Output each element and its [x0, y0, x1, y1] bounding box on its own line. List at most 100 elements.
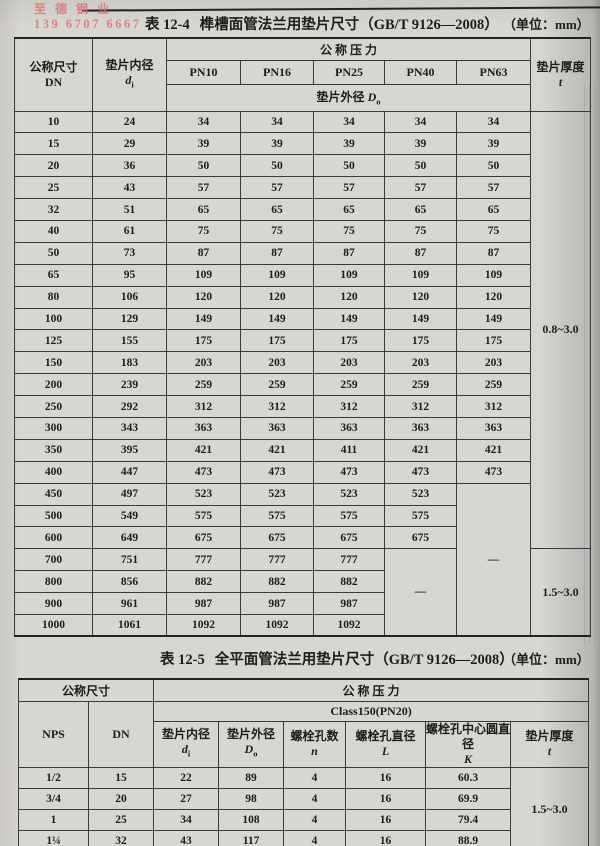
table-cell: 882: [240, 570, 314, 594]
table-cell: 549: [92, 504, 167, 528]
table-cell: 60.3: [425, 766, 512, 789]
table-cell: 882: [313, 570, 385, 594]
table-cell: 1092: [166, 613, 241, 637]
col-header-pn10: PN10: [166, 59, 241, 85]
table-cell: 20: [14, 154, 93, 178]
table-cell: 50: [384, 154, 457, 178]
table-cell: 88.9: [425, 829, 512, 846]
table-row: 250 292 312 312 312 312 312: [14, 395, 591, 418]
table-cell: 856: [92, 570, 167, 594]
table-cell: 57: [384, 176, 457, 200]
table-row: 65 95 109 109 109 109 109: [14, 263, 591, 287]
table-cell: 34: [166, 110, 241, 134]
table-cell: 108: [218, 808, 285, 831]
col-header-thickness: 垫片厚度 t: [510, 720, 590, 768]
col-header-nominal-pressure: 公 称 压 力: [153, 678, 590, 702]
table-cell: 497: [92, 482, 167, 506]
table-cell: 80: [14, 285, 93, 309]
table-cell: 4: [283, 766, 347, 789]
table-cell: 65: [313, 198, 385, 221]
table-row: 15 29 39 39 39 39 39: [14, 132, 591, 156]
pn63-dash-cell: —: [455, 482, 532, 637]
col-header-bolt-circle: 螺栓孔中心圆直径 K: [425, 720, 512, 768]
table-cell: 34: [384, 110, 457, 134]
table-cell: 79.4: [425, 808, 512, 831]
table-cell: 900: [14, 592, 93, 615]
table-row: 32 51 65 65 65 65 65: [14, 198, 591, 221]
table1-title: 表 12-4 榫槽面管法兰用垫片尺寸（GB/T 9126—2008）: [145, 13, 499, 34]
col-header-outer-dia: 垫片外径 Do: [218, 720, 285, 768]
table-cell: 343: [92, 416, 167, 440]
table-cell: 4: [283, 787, 347, 810]
table-cell: 73: [92, 241, 167, 265]
table-cell: 149: [313, 307, 385, 331]
table-cell: 15: [14, 132, 93, 156]
table-cell: 98: [218, 787, 285, 810]
table-cell: 447: [92, 460, 167, 484]
col-header-pn63: PN63: [455, 59, 532, 85]
table1-caption: 榫槽面管法兰用垫片尺寸（GB/T 9126—2008）: [199, 17, 499, 33]
table-cell: 50: [240, 154, 314, 178]
table-cell: 3/4: [18, 787, 89, 810]
table-cell: 65: [166, 198, 241, 221]
col-header-dn: DN: [87, 700, 155, 768]
table-cell: 39: [384, 132, 457, 156]
table-cell: 800: [14, 570, 93, 594]
watermark-phone: 139 6707 6667: [34, 17, 142, 31]
table-cell: 575: [313, 504, 385, 528]
table-12-4: 公称尺寸 DN 垫片内径 di 公 称 压 力 垫片厚度 t PN10 PN16…: [14, 37, 592, 638]
table-cell: 4: [283, 808, 347, 831]
table-cell: 16: [345, 808, 427, 831]
table-cell: 203: [455, 351, 532, 375]
table-cell: 87: [240, 241, 314, 265]
table-cell: 421: [240, 438, 314, 462]
table-row: 200 239 259 259 259 259 259: [14, 373, 591, 397]
table-cell: 203: [384, 351, 457, 375]
table-cell: 106: [92, 285, 167, 309]
table-cell: 39: [455, 132, 532, 156]
table-row: 1 25 34 108 4 16 79.4: [18, 808, 589, 831]
table-cell: 250: [14, 395, 93, 418]
table-cell: 523: [384, 482, 457, 506]
table-cell: 259: [384, 373, 457, 397]
table-cell: 39: [313, 132, 385, 156]
table-cell: 65: [14, 263, 93, 287]
table-cell: 27: [153, 787, 220, 810]
table-cell: 100: [14, 307, 93, 331]
table-cell: 149: [240, 307, 314, 331]
table-row: 600 649 675 675 675 675: [14, 526, 591, 550]
table-cell: 75: [313, 219, 385, 243]
table-cell: 50: [14, 241, 93, 265]
table-cell: 89: [218, 766, 285, 789]
table-cell: 57: [455, 176, 532, 200]
table-cell: 34: [153, 808, 220, 831]
table-cell: 473: [166, 460, 241, 484]
table-cell: 40: [14, 219, 93, 243]
table-cell: 149: [455, 307, 532, 331]
table-cell: 1/2: [18, 766, 89, 789]
table-row: 3/4 20 27 98 4 16 69.9: [18, 787, 589, 810]
table-cell: 32: [87, 829, 155, 846]
table-row: 150 183 203 203 203 203 203: [14, 351, 591, 375]
table-cell: 10: [14, 110, 93, 134]
col-header-nps: NPS: [18, 700, 89, 768]
table-cell: 987: [240, 592, 314, 615]
table-cell: 1: [18, 808, 89, 831]
table-cell: 43: [153, 829, 220, 846]
table-cell: 15: [87, 766, 155, 789]
table-cell: 51: [92, 198, 167, 221]
table-cell: 523: [313, 482, 385, 506]
table-cell: 29: [92, 132, 167, 156]
table-cell: 75: [240, 219, 314, 243]
table-cell: 32: [14, 198, 93, 221]
col-header-pn16: PN16: [240, 59, 314, 85]
col-header-pn40: PN40: [384, 59, 457, 85]
table-row: 300 343 363 363 363 363 363: [14, 416, 591, 440]
table-cell: 39: [240, 132, 314, 156]
table-cell: 500: [14, 504, 93, 528]
col-header-thickness: 垫片厚度 t: [530, 37, 592, 112]
table-cell: 751: [92, 548, 167, 572]
table-cell: 34: [455, 110, 532, 134]
watermark: 至德钢业 139 6707 6667: [34, 2, 142, 32]
table-row: 900 961 987 987 987: [14, 592, 591, 615]
